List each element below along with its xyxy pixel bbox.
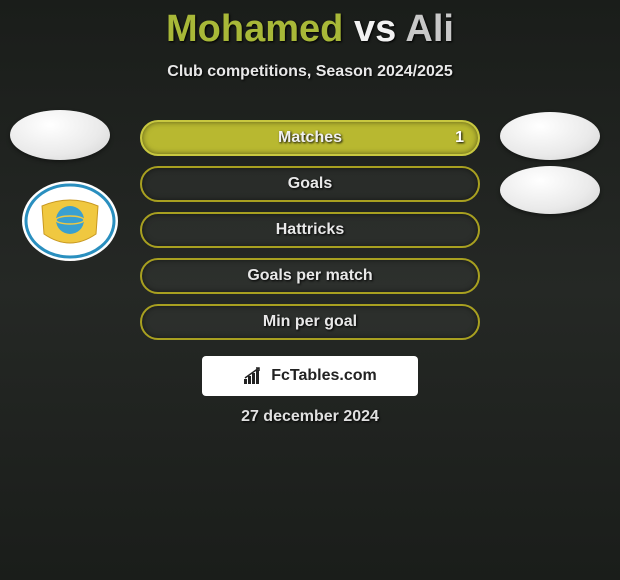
page-title: Mohamed vs Ali xyxy=(0,0,620,51)
player2-club-placeholder xyxy=(500,166,600,214)
player2-avatar xyxy=(500,112,600,160)
stat-label: Min per goal xyxy=(263,313,357,331)
subtitle: Club competitions, Season 2024/2025 xyxy=(0,63,620,81)
player1-avatar xyxy=(10,110,110,160)
stat-row-min-per-goal: Min per goal xyxy=(140,304,480,340)
player1-club-badge xyxy=(20,180,120,262)
stat-right-value: 1 xyxy=(455,129,464,147)
stat-row-goals: Goals xyxy=(140,166,480,202)
stat-row-matches: Matches 1 xyxy=(140,120,480,156)
stat-label: Hattricks xyxy=(276,221,344,239)
player1-name: Mohamed xyxy=(166,8,343,50)
vs-label: vs xyxy=(354,8,396,50)
stat-label: Goals per match xyxy=(247,267,372,285)
date-label: 27 december 2024 xyxy=(0,408,620,426)
player2-name: Ali xyxy=(405,8,454,50)
stat-row-goals-per-match: Goals per match xyxy=(140,258,480,294)
stat-label: Goals xyxy=(288,175,332,193)
stats-container: Matches 1 Goals Hattricks Goals per matc… xyxy=(140,120,480,350)
stat-row-hattricks: Hattricks xyxy=(140,212,480,248)
bar-chart-icon xyxy=(243,367,265,385)
brand-text: FcTables.com xyxy=(271,367,377,385)
stat-label: Matches xyxy=(278,129,342,147)
brand-watermark: FcTables.com xyxy=(202,356,418,396)
